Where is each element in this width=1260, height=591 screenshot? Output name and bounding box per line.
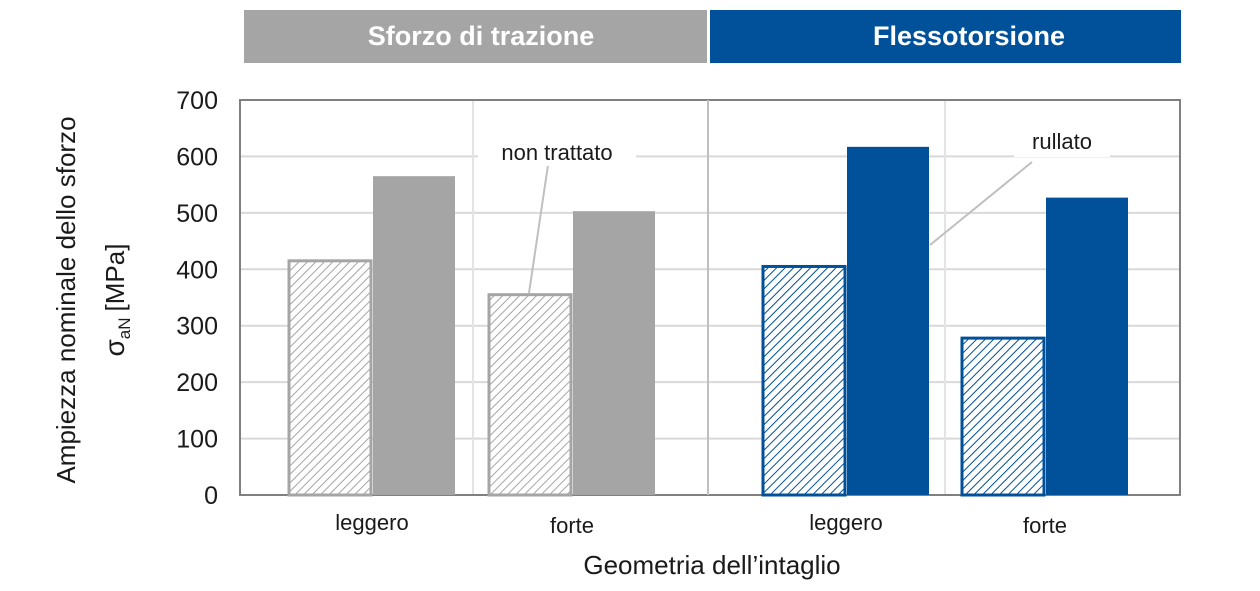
y-axis-label: Ampiezza nominale dello sforzo: [51, 116, 81, 483]
bar-non-trattato-forte-trazione: [487, 293, 573, 497]
y-axis-subscript: aN: [115, 317, 134, 339]
y-axis-symbol: σ: [99, 339, 130, 356]
group-header-bending: Flessotorsione: [710, 10, 1181, 63]
x-category-label: leggero: [335, 510, 408, 535]
y-tick-label: 100: [176, 426, 218, 454]
bar-non-trattato-leggero-flessotorsione: [761, 264, 847, 497]
annotation-leader-rullato: [929, 161, 1033, 246]
y-tick-label: 300: [176, 313, 218, 341]
annotation-bg-non-trattato: [478, 134, 636, 166]
bar-non-trattato-leggero-trazione: [287, 259, 373, 497]
annotation-non-trattato: non trattato: [501, 140, 612, 165]
group-header-traction-label: Sforzo di trazione: [368, 21, 595, 51]
plot-frame: [239, 99, 1181, 496]
group-header-bending-label: Flessotorsione: [873, 21, 1065, 51]
y-tick-label: 400: [176, 256, 218, 284]
x-category-label: leggero: [809, 510, 882, 535]
bar-rullato-forte-trazione: [573, 211, 655, 495]
annotation-rullato: rullato: [1032, 129, 1092, 154]
y-tick-labels: 0 100 200 300 400 500 600 700: [176, 87, 218, 510]
y-tick-label: 0: [204, 482, 218, 510]
group-header-traction-bg: [244, 10, 707, 63]
group-header-bending-bg: [710, 10, 1181, 63]
x-axis-label: Geometria dell’intaglio: [583, 550, 840, 580]
y-tick-label: 500: [176, 200, 218, 228]
bars: [287, 146, 1128, 497]
y-tick-label: 700: [176, 87, 218, 115]
y-tick-label: 200: [176, 369, 218, 397]
bar-rullato-leggero-trazione: [373, 176, 455, 495]
x-category-label: forte: [550, 513, 594, 538]
group-header-traction: Sforzo di trazione: [244, 10, 707, 63]
bar-non-trattato-forte-flessotorsione: [960, 336, 1046, 497]
y-tick-label: 600: [176, 143, 218, 171]
x-category-label: forte: [1023, 513, 1067, 538]
bar-rullato-forte-flessotorsione: [1046, 197, 1128, 495]
x-category-labels: leggero forte leggero forte: [335, 510, 1067, 538]
annotation-leader-non-trattato: [528, 164, 549, 294]
bar-rullato-leggero-flessotorsione: [847, 146, 929, 496]
y-axis-unit-label: σaN [MPa]: [99, 244, 134, 357]
y-axis-unit: [MPa]: [100, 244, 130, 312]
annotation-bg-rullato: [1014, 125, 1110, 157]
